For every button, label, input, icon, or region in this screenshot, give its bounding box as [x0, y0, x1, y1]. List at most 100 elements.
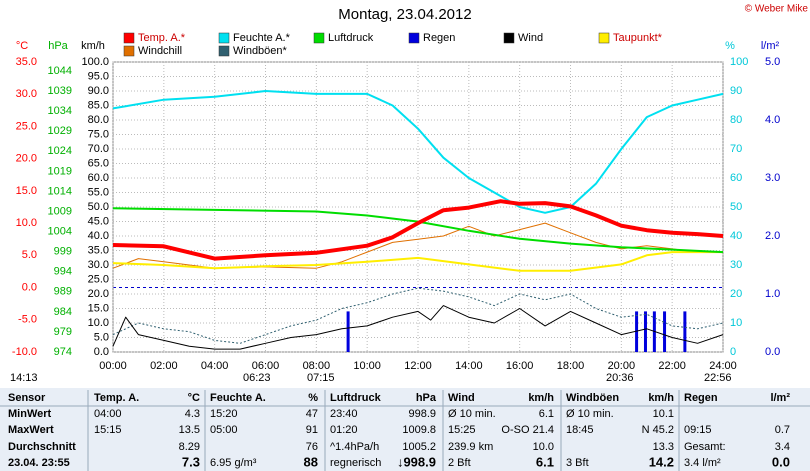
sun-moon-time: 14:13	[10, 372, 38, 384]
table-cell: ^1.4hPa/h	[330, 441, 379, 453]
table-header: l/m²	[770, 392, 790, 404]
y-tick-label: 25.0	[16, 120, 37, 132]
y-tick-label: 30.0	[88, 259, 109, 271]
table-cell: 6.95 g/m³	[210, 457, 257, 469]
x-tick-label: 10:00	[353, 360, 381, 372]
y-tick-label: 70.0	[88, 143, 109, 155]
x-tick-label: 16:00	[506, 360, 534, 372]
table-cell: 14.2	[649, 454, 674, 469]
y-tick-label: 15.0	[16, 185, 37, 197]
y-tick-label: 60.0	[88, 172, 109, 184]
rain-bar	[635, 311, 639, 352]
table-cell: 91	[306, 424, 318, 436]
y-tick-label: 55.0	[88, 186, 109, 198]
table-cell: 18:45	[566, 424, 594, 436]
table-cell: 4.3	[185, 408, 200, 420]
table-header: Feuchte A.	[210, 392, 266, 404]
y-tick-label: 100.0	[81, 56, 109, 68]
table-header: Wind	[448, 392, 475, 404]
sun-moon-time: 07:15	[307, 372, 335, 384]
y-tick-label: 1.0	[765, 288, 780, 300]
y-tick-label: -5.0	[18, 314, 37, 326]
y-tick-label: 999	[54, 246, 72, 258]
y-tick-label: 974	[54, 346, 72, 358]
table-header: Sensor	[8, 392, 46, 404]
y-tick-label: 989	[54, 286, 72, 298]
table-header: %	[308, 392, 318, 404]
y-tick-label: 1004	[48, 225, 72, 237]
sun-moon-time: 22:56	[704, 372, 732, 384]
table-cell: Durchschnitt	[8, 441, 76, 453]
y-tick-label: 30	[730, 259, 742, 271]
x-tick-label: 02:00	[150, 360, 178, 372]
table-cell: 3 Bft	[566, 457, 589, 469]
table-cell: 2 Bft	[448, 457, 471, 469]
series-line	[112, 90, 724, 214]
table-cell: 3.4 l/m²	[684, 457, 721, 469]
y-tick-label: 70	[730, 143, 742, 155]
y-tick-label: 1044	[48, 65, 72, 77]
series-line	[112, 207, 724, 254]
legend-label: Windböen*	[233, 45, 288, 57]
y-tick-label: -10.0	[12, 346, 37, 358]
table-cell: 10.0	[533, 441, 554, 453]
legend-swatch	[218, 45, 230, 57]
legend-label: Taupunkt*	[613, 32, 663, 44]
x-tick-label: 20:00	[608, 360, 636, 372]
y-tick-label: 30.0	[16, 88, 37, 100]
legend-label: Luftdruck	[328, 32, 374, 44]
legend-swatch	[123, 32, 135, 44]
legend-swatch	[313, 32, 325, 44]
y-tick-label: 1024	[48, 145, 72, 157]
table-background	[0, 388, 810, 471]
legend-label: Feuchte A.*	[233, 32, 291, 44]
rain-bar	[683, 311, 687, 352]
table-cell: 15:25	[448, 424, 476, 436]
sun-moon-time: 06:23	[243, 372, 271, 384]
x-tick-label: 06:00	[252, 360, 280, 372]
legend-swatch	[218, 32, 230, 44]
y-tick-label: 35.0	[16, 56, 37, 68]
legend-label: Windchill	[138, 45, 182, 57]
x-tick-label: 22:00	[658, 360, 686, 372]
y-tick-label: 10	[730, 317, 742, 329]
rain-bar	[663, 311, 667, 352]
y-tick-label: 90.0	[88, 85, 109, 97]
legend-label: Regen	[423, 32, 455, 44]
table-header: Temp. A.	[94, 392, 139, 404]
legend-swatch	[503, 32, 515, 44]
table-cell: MinWert	[8, 408, 52, 420]
table-cell: Ø 10 min.	[448, 408, 496, 420]
table-cell: 998.9	[408, 408, 436, 420]
y-tick-label: 1029	[48, 125, 72, 137]
rain-bar	[643, 311, 647, 352]
y-tick-label: 40	[730, 230, 742, 242]
table-cell: 15:20	[210, 408, 238, 420]
table-cell: O-SO 21.4	[501, 424, 554, 436]
table-cell: 7.3	[182, 454, 200, 469]
series-line	[112, 305, 724, 350]
table-cell: 47	[306, 408, 318, 420]
y-tick-label: 0.0	[765, 346, 780, 358]
table-cell: 09:15	[684, 424, 712, 436]
table-cell: 0.0	[772, 454, 790, 469]
series-line	[112, 287, 724, 344]
y-tick-label: 20.0	[16, 153, 37, 165]
sun-moon-time: 20:36	[606, 372, 634, 384]
table-cell: 23.04. 23:55	[8, 457, 70, 469]
copyright: © Weber Mike	[745, 4, 809, 15]
y-tick-label: 2.0	[765, 230, 780, 242]
y-tick-label: 100	[730, 56, 748, 68]
table-cell: Gesamt:	[684, 441, 726, 453]
table-cell: regnerisch	[330, 457, 381, 469]
legend-label: Temp. A.*	[138, 32, 186, 44]
y-tick-label: 1019	[48, 165, 72, 177]
table-header: km/h	[648, 392, 674, 404]
axis-unit: %	[725, 40, 735, 52]
table-cell: N 45.2	[642, 424, 674, 436]
y-tick-label: 994	[54, 266, 72, 278]
x-tick-label: 08:00	[303, 360, 331, 372]
legend-swatch	[408, 32, 420, 44]
y-tick-label: 5.0	[765, 56, 780, 68]
